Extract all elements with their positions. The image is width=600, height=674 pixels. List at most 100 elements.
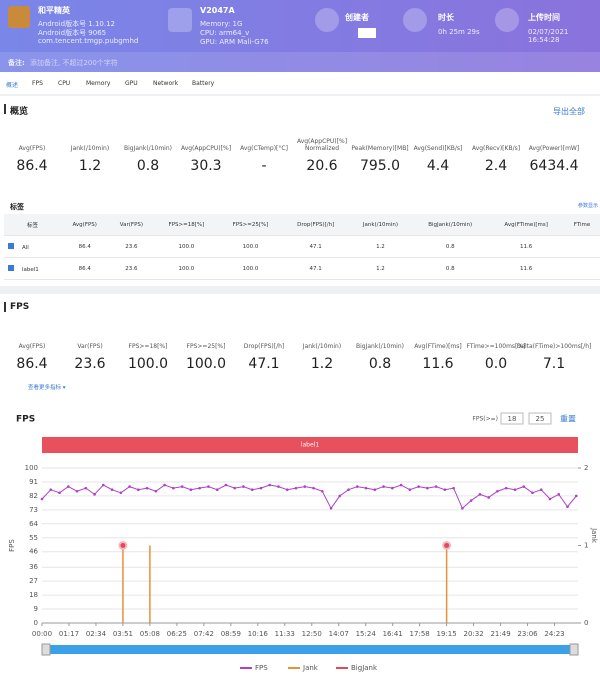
cell-text: 1.2 bbox=[376, 243, 385, 250]
cell-text: 47.1 bbox=[309, 243, 322, 250]
cell-text: 23.6 bbox=[125, 243, 138, 250]
tab[interactable]: GPU bbox=[125, 80, 138, 87]
stat-label: FPS>=18[%] bbox=[128, 343, 168, 350]
table-cell: 86.4 bbox=[60, 257, 109, 280]
duration-label: 时长 bbox=[438, 13, 454, 22]
tab[interactable]: Network bbox=[153, 80, 179, 87]
fps-point bbox=[268, 483, 272, 487]
threshold-input[interactable] bbox=[528, 412, 552, 425]
checkbox[interactable] bbox=[8, 264, 14, 271]
more-text[interactable]: 查看更多指标 bbox=[28, 385, 62, 391]
stat-value: 86.4 bbox=[16, 356, 48, 372]
fps-point bbox=[347, 488, 350, 491]
stat-label: Avg(AppCPU)[%] Normalized bbox=[296, 138, 348, 152]
fps-point bbox=[215, 488, 219, 491]
fps-point bbox=[224, 483, 228, 487]
settings-link[interactable]: 参数显示 bbox=[578, 203, 599, 209]
legend-label: BigJank bbox=[351, 664, 378, 672]
stat-label: Jank(/10min) bbox=[70, 145, 110, 152]
y-tick-label: 36 bbox=[29, 563, 38, 571]
fps-point bbox=[180, 485, 184, 488]
note-input[interactable]: 添加备注, 不超过200个字符 bbox=[30, 59, 118, 67]
chart: FPS FPS(>=) 18 25 重置 label1 0 9 18 27 36 46 55… bbox=[8, 412, 598, 672]
x-tick-label: 07:42 bbox=[194, 630, 214, 638]
fps-point bbox=[233, 486, 236, 490]
section-title: 概览 bbox=[10, 107, 29, 117]
stat: Avg(AppCPU)[%] 30.3 bbox=[176, 136, 236, 174]
upload-label: 上传时间 bbox=[528, 13, 560, 22]
tab[interactable]: Battery bbox=[192, 80, 215, 87]
column-header: Avg(FPS) bbox=[60, 214, 109, 236]
slider-handle[interactable] bbox=[41, 643, 51, 656]
fps-point bbox=[303, 485, 307, 488]
fps-card: FPS 查看更多指标 ▾ Avg(FPS) 86.4 Var(FPS) 23.6 FPS… bbox=[0, 294, 600, 674]
fps-point bbox=[355, 485, 359, 488]
more-link[interactable]: 查看更多指标 ▾ bbox=[28, 385, 66, 391]
column-header: Drop(FPS)[/h] bbox=[282, 214, 349, 236]
x-tick-label: 08:59 bbox=[221, 630, 241, 638]
cell-text: 11.6 bbox=[520, 243, 533, 250]
fps-point bbox=[522, 485, 525, 488]
fps-point bbox=[364, 486, 368, 490]
fps-point bbox=[66, 485, 70, 488]
stat: Avg(Send)[KB/s] 4.4 bbox=[408, 136, 468, 174]
label-band bbox=[42, 437, 578, 453]
tab[interactable]: CPU bbox=[58, 80, 71, 87]
y-tick-label: 82 bbox=[29, 492, 38, 500]
stat-label: Jank(/10min) bbox=[302, 343, 342, 350]
table-cell bbox=[563, 235, 600, 258]
upload-time: 02/07/2021 16:54:28 bbox=[528, 28, 569, 44]
tab[interactable]: FPS bbox=[32, 80, 43, 87]
fps-point bbox=[58, 491, 61, 495]
slider-handle[interactable] bbox=[569, 643, 579, 656]
column-header: FTime bbox=[563, 214, 600, 236]
fps-point bbox=[145, 486, 149, 490]
table-header: 标签 Avg(FPS) Var(FPS) FPS>=18[%] FPS>=25[%] Dr… bbox=[4, 214, 600, 236]
table-cell bbox=[563, 257, 600, 280]
tab[interactable]: Memory bbox=[86, 80, 111, 87]
y2-tick-label: 2 bbox=[584, 464, 588, 472]
section-title: FPS bbox=[10, 302, 30, 312]
tab[interactable]: 概述 bbox=[6, 82, 19, 89]
checkbox[interactable] bbox=[8, 242, 14, 249]
fps-point bbox=[329, 507, 333, 510]
y-tick-label: 18 bbox=[29, 591, 38, 599]
column-header: FPS>=18[%] bbox=[154, 214, 219, 236]
legend-label: FPS bbox=[255, 664, 268, 672]
app-info: Android版本号 1.10.12 bbox=[38, 20, 116, 28]
x-tick-label: 23:06 bbox=[517, 630, 538, 638]
export-button[interactable]: 导出全部 bbox=[553, 107, 585, 116]
table-cell: 47.1 bbox=[282, 235, 349, 258]
threshold-input[interactable] bbox=[500, 412, 524, 425]
range-slider[interactable] bbox=[42, 645, 578, 654]
reset-button[interactable]: 重置 bbox=[560, 414, 576, 424]
y-tick-label: 100 bbox=[25, 464, 38, 472]
stat-label: Avg(Recv)[KB/s] bbox=[471, 145, 521, 152]
stat: Delta(FTime)>100ms[/h] 7.1 bbox=[517, 334, 592, 372]
threshold-value[interactable]: 25 bbox=[536, 415, 545, 423]
y-axis-label: FPS bbox=[8, 539, 16, 552]
stat: Drop(FPS)[/h] 47.1 bbox=[234, 334, 294, 372]
fps-point bbox=[40, 497, 44, 501]
table-cell: 23.6 bbox=[108, 235, 155, 258]
stat-value: 0.0 bbox=[484, 356, 508, 372]
fps-point bbox=[198, 486, 201, 490]
cell-text: 100.0 bbox=[178, 243, 195, 250]
app-icon bbox=[8, 6, 30, 28]
fps-point bbox=[294, 486, 298, 490]
cell-text: All bbox=[22, 244, 29, 251]
threshold-value[interactable]: 18 bbox=[508, 415, 517, 423]
stat-label: Peak(Memory)[MB] bbox=[351, 145, 409, 152]
x-tick-label: 01:17 bbox=[59, 630, 79, 638]
cell-text: 11.6 bbox=[520, 265, 533, 272]
stat-label: BigJank(/10min) bbox=[124, 145, 172, 152]
stat-value: 86.4 bbox=[16, 158, 48, 174]
table-cell: label1 bbox=[4, 257, 61, 280]
duration: 0h 25m 29s bbox=[438, 28, 480, 36]
fps-point bbox=[285, 488, 289, 491]
table-cell: 47.1 bbox=[282, 257, 349, 280]
stat-value: 100.0 bbox=[185, 356, 227, 372]
cell-text: 1.2 bbox=[376, 265, 385, 272]
fps-point bbox=[137, 488, 140, 491]
fps-point bbox=[338, 494, 342, 498]
